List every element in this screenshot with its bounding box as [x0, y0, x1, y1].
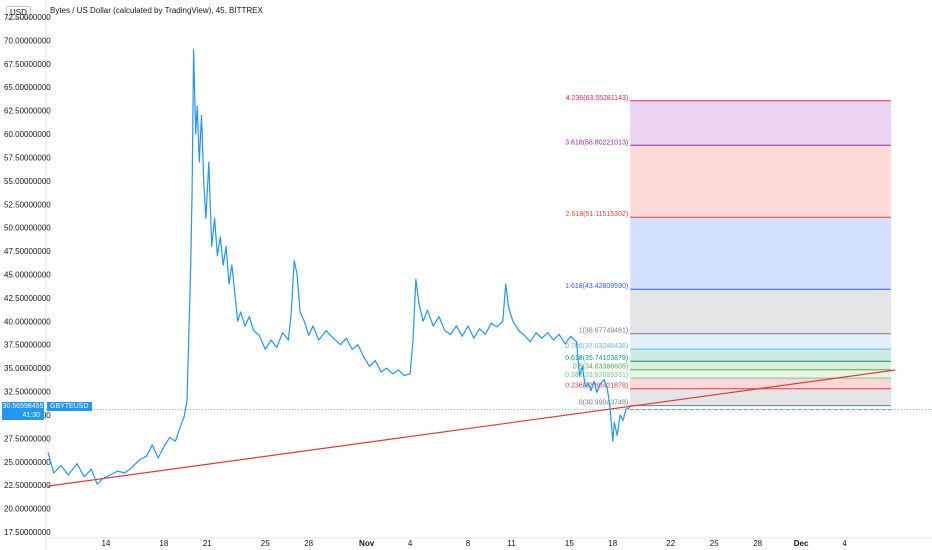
- y-tick-label: 20.00000000: [4, 505, 51, 514]
- chart-title: Bytes / US Dollar (calculated by Trading…: [50, 6, 263, 15]
- x-tick-label: 4: [842, 539, 847, 548]
- y-tick-label: 35.00000000: [4, 364, 51, 373]
- y-tick-label: 72.50000000: [4, 13, 51, 22]
- x-tick-label: 4: [408, 539, 413, 548]
- last-price-badge: 30.56598455: [2, 402, 44, 411]
- y-tick-label: 40.00000000: [4, 317, 51, 326]
- fib-zone: [630, 333, 891, 350]
- fib-level-label: 1(38.67749461): [579, 328, 628, 335]
- fib-level-label: 0.786(37.03246436): [565, 343, 628, 350]
- y-tick-label: 25.00000000: [4, 458, 51, 467]
- y-tick-label: 22.50000000: [4, 481, 51, 490]
- fib-level-label: 0.618(35.74103879): [565, 355, 628, 362]
- fib-level-label: 0.5(34.83386605): [573, 364, 628, 371]
- y-tick-label: 57.50000000: [4, 153, 51, 162]
- fib-zone: [630, 217, 891, 290]
- x-tick-label: 11: [507, 539, 516, 548]
- y-tick-label: 47.50000000: [4, 247, 51, 256]
- fib-level-label: 0.382(33.92689331): [565, 372, 628, 379]
- x-tick-label: 14: [101, 539, 110, 548]
- y-axis: 72.50000000 70.00000000 67.50000000 65.0000…: [4, 0, 51, 550]
- bar-countdown: 41:30: [2, 411, 44, 420]
- y-tick-label: 27.50000000: [4, 434, 51, 443]
- y-tick-label: 32.50000000: [4, 388, 51, 397]
- x-tick-label: 15: [565, 539, 574, 548]
- fib-zone: [630, 349, 891, 362]
- fib-zone: [630, 100, 891, 146]
- symbol-badge: GBYTEUSD: [47, 402, 92, 411]
- x-tick-label: 22: [666, 539, 675, 548]
- plot-lines: [46, 49, 932, 487]
- fib-level-label: 0(30.99043748): [579, 400, 628, 407]
- x-axis: 14 18 21 25 28 Nov 4 8 11 15 18 22 25 28 Dec 4: [46, 537, 932, 548]
- fib-level-label: 2.618(51.11515302): [566, 211, 629, 218]
- x-tick-label: 21: [203, 539, 212, 548]
- y-tick-label: 70.00000000: [4, 36, 51, 45]
- y-tick-label: 67.50000000: [4, 60, 51, 69]
- y-tick-label: 37.50000000: [4, 341, 51, 350]
- x-tick-label: Dec: [794, 539, 809, 548]
- x-tick-label: 8: [466, 539, 471, 548]
- y-tick-label: 55.00000000: [4, 177, 51, 186]
- fib-zone: [630, 369, 891, 379]
- fib-level-label: 4.236(63.55281143): [566, 95, 629, 102]
- y-tick-label: 42.50000000: [4, 294, 51, 303]
- y-tick-label: 17.50000000: [4, 528, 51, 537]
- price-series-line: [47, 49, 631, 485]
- fib-level-label: 1.618(43.42809590): [565, 283, 628, 290]
- x-tick-label: 25: [261, 539, 270, 548]
- y-tick-label: 62.50000000: [4, 107, 51, 116]
- x-tick-label: 28: [753, 539, 762, 548]
- fib-level-label: 0.236(32.80421878): [565, 383, 628, 390]
- fib-level-label: 3.618(58.80221013): [565, 139, 628, 146]
- fibonacci-extension[interactable]: 4.236(63.55281143) 3.618(58.80221013) 2.61…: [565, 95, 891, 407]
- fib-zone: [630, 361, 891, 370]
- fib-zone: [630, 378, 891, 389]
- fib-zone: [630, 145, 891, 218]
- fib-zone: [630, 289, 891, 334]
- x-tick-label: 18: [608, 539, 617, 548]
- y-tick-label: 65.00000000: [4, 83, 51, 92]
- fib-zone: [630, 388, 891, 406]
- trend-line: [47, 369, 896, 487]
- y-tick-label: 45.00000000: [4, 271, 51, 280]
- x-tick-label: 28: [304, 539, 313, 548]
- y-tick-label: 50.00000000: [4, 224, 51, 233]
- x-tick-label: 25: [710, 539, 719, 548]
- currency-label[interactable]: USD: [6, 6, 31, 19]
- y-tick-label: 60.00000000: [4, 130, 51, 139]
- y-tick-label: 52.50000000: [4, 200, 51, 209]
- x-tick-label: Nov: [359, 539, 375, 548]
- x-tick-label: 18: [159, 539, 168, 548]
